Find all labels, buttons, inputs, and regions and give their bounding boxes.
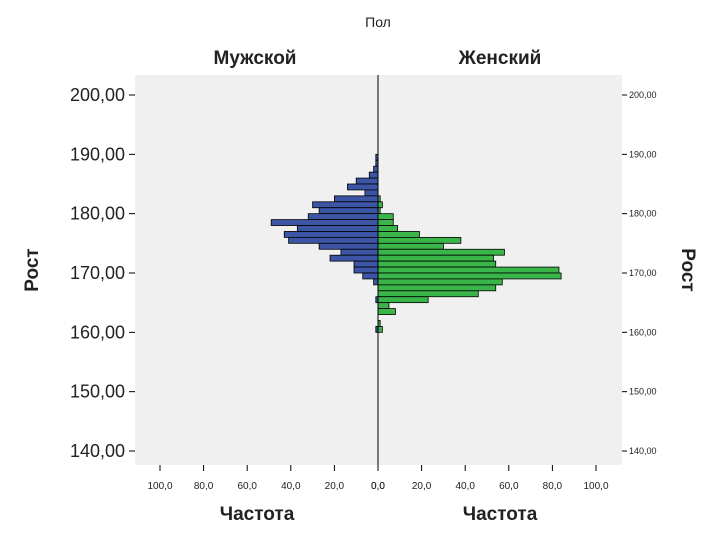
bar-female-178 xyxy=(377,219,394,226)
x-ticks-right: 0,0 20,0 40,0 60,0 80,0 100,0 xyxy=(371,465,609,492)
x-tick-label-female: 0,0 xyxy=(371,481,385,492)
y-tick-label-right: 170,00 xyxy=(629,268,657,278)
bar-female-176 xyxy=(377,231,420,238)
bar-male-172 xyxy=(329,254,379,262)
bar-male-179 xyxy=(307,213,379,220)
bar-female-169 xyxy=(377,272,562,280)
y-tick-label-left: 200,00 xyxy=(70,85,125,105)
bar-female-175 xyxy=(377,236,462,244)
panel-title-male: Мужской xyxy=(214,48,297,69)
y-tick-label-left: 170,00 xyxy=(70,263,125,283)
bar-female-170 xyxy=(377,266,560,274)
bar-male-183 xyxy=(364,189,379,197)
bar-female-179 xyxy=(377,213,394,220)
y-axis-label-left: Рост xyxy=(22,248,43,291)
y-ticks-left: 140,00 150,00 160,00 170,00 180,00 190,00 200,… xyxy=(70,85,135,461)
y-tick-label-left: 150,00 xyxy=(70,382,125,402)
bar-female-168 xyxy=(377,278,503,286)
bar-male-177 xyxy=(296,225,379,232)
x-tick-label-male: 20,0 xyxy=(325,481,345,492)
y-tick-label-right: 140,00 xyxy=(629,446,657,456)
x-axis-label-female: Частота xyxy=(463,504,538,525)
y-tick-label-right: 150,00 xyxy=(629,387,657,397)
panel-title-female: Женский xyxy=(458,48,542,69)
bar-female-165 xyxy=(377,296,429,304)
y-tick-label-right: 180,00 xyxy=(629,209,657,219)
bar-female-167 xyxy=(377,284,497,292)
x-tick-label-female: 80,0 xyxy=(543,481,563,492)
y-tick-label-left: 140,00 xyxy=(70,441,125,461)
bar-female-181 xyxy=(377,201,383,209)
x-ticks-left: 100,0 80,0 60,0 40,0 20,0 0,0 xyxy=(147,465,385,492)
bar-female-160 xyxy=(377,325,383,333)
bar-male-182 xyxy=(333,195,379,203)
bar-female-164 xyxy=(377,302,390,310)
bar-female-173 xyxy=(377,248,505,256)
bar-male-186 xyxy=(368,171,379,179)
bar-female-172 xyxy=(377,254,494,262)
bar-male-168 xyxy=(373,278,379,286)
x-axis-label-male: Частота xyxy=(220,504,295,525)
bar-male-173 xyxy=(340,248,379,256)
y-tick-label-left: 190,00 xyxy=(70,144,125,164)
x-tick-label-male: 40,0 xyxy=(281,481,301,492)
y-tick-label-right: 160,00 xyxy=(629,327,657,337)
bar-female-166 xyxy=(377,290,479,298)
bar-male-175 xyxy=(288,236,379,244)
y-ticks-right: 140,00 150,00 160,00 170,00 180,00 190,00 200,… xyxy=(622,90,657,456)
bar-male-187 xyxy=(373,165,379,173)
bar-male-181 xyxy=(312,201,379,209)
x-tick-label-male: 80,0 xyxy=(194,481,214,492)
bars-group xyxy=(270,153,562,333)
bar-male-185 xyxy=(355,177,379,185)
y-axis-label-right: Рост xyxy=(677,248,698,291)
bar-female-174 xyxy=(377,242,444,250)
bar-female-177 xyxy=(377,225,399,232)
y-tick-label-right: 190,00 xyxy=(629,149,657,159)
bar-male-184 xyxy=(347,183,379,191)
x-tick-label-male: 0,0 xyxy=(371,481,385,492)
bar-male-171 xyxy=(353,260,379,268)
bar-male-174 xyxy=(318,242,379,250)
bar-male-180 xyxy=(318,207,379,215)
x-tick-label-female: 60,0 xyxy=(499,481,519,492)
bar-female-171 xyxy=(377,260,497,268)
x-tick-label-female: 100,0 xyxy=(583,481,608,492)
bar-female-163 xyxy=(377,308,396,315)
y-tick-label-left: 160,00 xyxy=(70,322,125,342)
y-tick-label-left: 180,00 xyxy=(70,204,125,224)
bar-male-169 xyxy=(362,272,379,280)
y-tick-label-right: 200,00 xyxy=(629,90,657,100)
bar-male-176 xyxy=(283,231,379,238)
bar-male-178 xyxy=(270,219,379,226)
x-tick-label-male: 100,0 xyxy=(147,481,172,492)
x-tick-label-female: 20,0 xyxy=(412,481,432,492)
bar-male-170 xyxy=(353,266,379,274)
x-tick-label-male: 60,0 xyxy=(237,481,257,492)
chart-super-title: Пол xyxy=(365,14,391,30)
x-tick-label-female: 40,0 xyxy=(455,481,475,492)
